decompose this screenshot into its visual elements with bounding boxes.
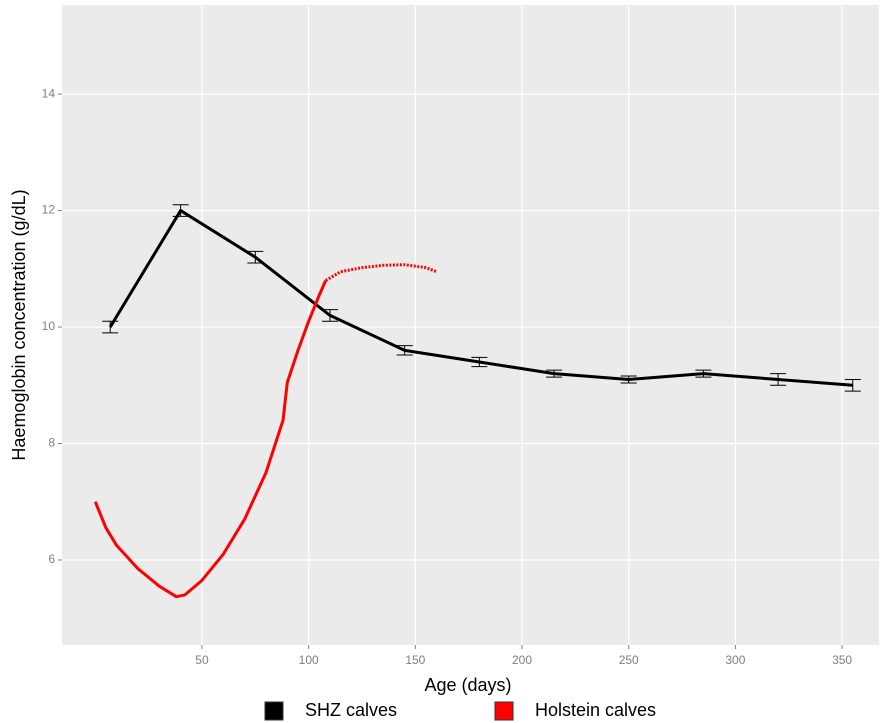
y-tick-label: 8 [48,436,55,450]
y-tick-label: 6 [48,552,55,566]
x-tick-label: 150 [405,653,425,667]
x-tick-label: 250 [619,653,639,667]
line-dotted [324,263,438,282]
x-tick-label: 350 [832,653,852,667]
legend-label: Holstein calves [535,700,656,720]
legend-swatch [264,701,284,721]
x-tick-label: 50 [195,653,209,667]
y-tick-label: 10 [42,319,56,333]
y-tick-label: 12 [42,203,56,217]
y-axis-title: Haemoglobin concentration (g/dL) [9,189,29,460]
x-axis-title: Age (days) [424,675,511,695]
legend-swatch [494,701,514,721]
y-tick-label: 14 [42,86,56,100]
x-tick-label: 200 [512,653,532,667]
plot-background [62,5,879,645]
x-tick-label: 300 [725,653,745,667]
legend-label: SHZ calves [305,700,397,720]
x-tick-label: 100 [299,653,319,667]
line-solid [93,279,328,599]
